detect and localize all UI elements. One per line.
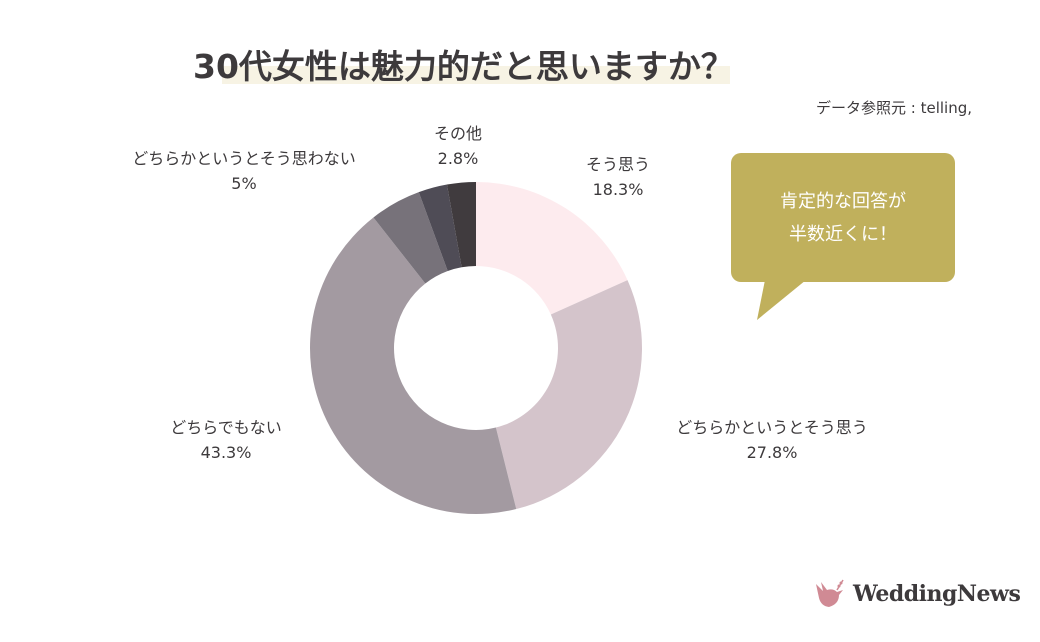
weddingnews-logo: WeddingNews bbox=[813, 578, 1021, 610]
donut-slice-1 bbox=[495, 280, 642, 510]
slice-label-sou-omou: そう思う 18.3% bbox=[585, 155, 651, 199]
slice-label-dochiraka-sou-omou: どちらかというとそう思う 27.8% bbox=[676, 418, 868, 462]
data-source: データ参照元 : telling, bbox=[816, 99, 972, 117]
slice-label-dochiraka-omowanai: どちらかというとそう思わない 5% bbox=[132, 149, 356, 193]
donut-slice-2 bbox=[309, 217, 517, 514]
slice-label-sonota: その他 2.8% bbox=[433, 124, 483, 168]
donut-slice-3 bbox=[373, 192, 448, 284]
chart-title: 30代女性は魅力的だと思いますか？ bbox=[193, 47, 734, 86]
dove-icon bbox=[816, 579, 844, 607]
title-highlight bbox=[222, 66, 730, 84]
callout-bubble: 肯定的な回答が 半数近くに！ bbox=[731, 153, 955, 282]
slice-label-dochira-demo-nai: どちらでもない 43.3% bbox=[170, 418, 282, 462]
donut-slice-5 bbox=[446, 182, 476, 268]
donut-slice-0 bbox=[476, 182, 628, 315]
logo-text: WeddingNews bbox=[853, 581, 1021, 607]
donut-slice-4 bbox=[418, 184, 462, 272]
